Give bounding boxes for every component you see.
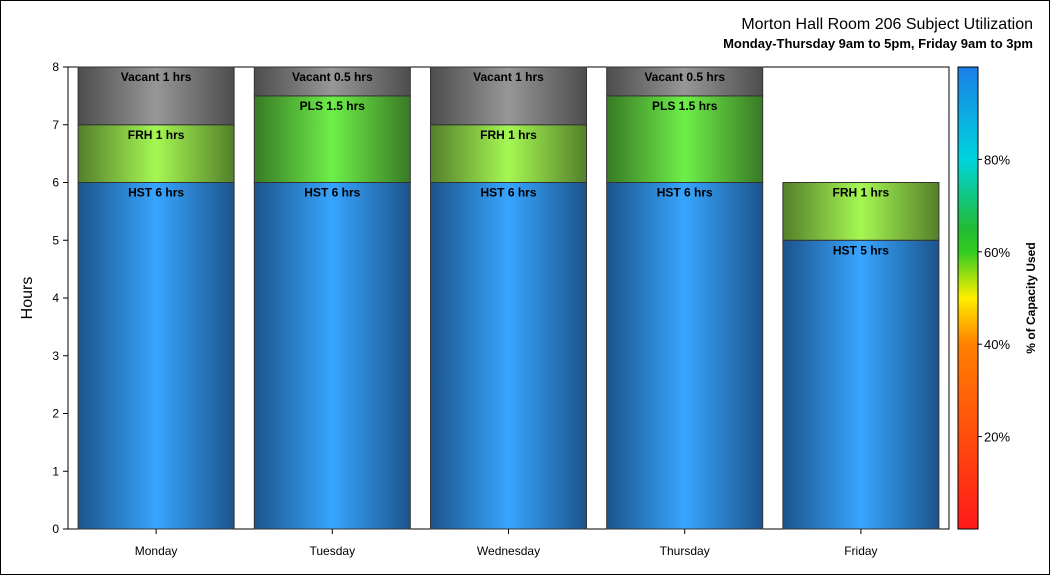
y-tick-label: 5 <box>52 233 59 247</box>
bar-segment-wednesday-hst <box>430 182 587 530</box>
y-axis-label: Hours <box>19 277 36 320</box>
segment-label: HST 5 hrs <box>833 243 889 257</box>
chart-subtitle: Monday-Thursday 9am to 5pm, Friday 9am t… <box>723 36 1033 51</box>
x-tick-label: Tuesday <box>310 544 356 558</box>
y-tick-label: 3 <box>52 349 59 363</box>
colorbar-gradient <box>957 66 979 530</box>
bar-segment-monday-vacant <box>77 66 235 126</box>
y-tick-label: 1 <box>52 464 59 478</box>
segment-label: Vacant 0.5 hrs <box>292 70 373 84</box>
segment-label: HST 6 hrs <box>480 186 536 200</box>
segment-label: PLS 1.5 hrs <box>300 99 366 113</box>
bar-segment-tuesday-pls <box>253 95 411 183</box>
x-tick-label: Friday <box>844 544 877 558</box>
segment-label: FRH 1 hrs <box>128 128 185 142</box>
colorbar: 20% 40% 60% 80% <box>957 66 1010 530</box>
segment-label: HST 6 hrs <box>304 186 360 200</box>
colorbar-tick-label: 20% <box>984 430 1010 445</box>
bar-segment-thursday-vacant <box>606 66 764 97</box>
bar-segment-wednesday-vacant <box>430 66 587 126</box>
segment-label: HST 6 hrs <box>128 186 184 200</box>
segment-label: Vacant 1 hrs <box>121 70 192 84</box>
colorbar-tick-label: 60% <box>984 245 1010 260</box>
y-tick-label: 7 <box>52 118 59 132</box>
x-tick-label: Wednesday <box>477 544 540 558</box>
bar-segment-tuesday-hst <box>253 182 411 530</box>
plot-area: 0 1 2 3 4 5 6 7 8 HST 6 hrs FRH 1 hrs Vacant 1 hrs M… <box>52 60 950 558</box>
colorbar-tick-label: 80% <box>984 152 1010 167</box>
segment-label: FRH 1 hrs <box>833 186 890 200</box>
bar-segment-monday-hst <box>77 182 235 530</box>
bar-segment-tuesday-vacant <box>253 66 411 97</box>
bar-segment-thursday-hst <box>606 182 764 530</box>
x-tick-label: Monday <box>135 544 178 558</box>
bar-segment-friday-hst <box>782 239 940 530</box>
y-tick-label: 2 <box>52 407 59 421</box>
chart-title: Morton Hall Room 206 Subject Utilization <box>741 16 1033 33</box>
y-tick-label: 8 <box>52 60 59 74</box>
bar-segment-monday-frh <box>77 124 235 183</box>
segment-label: PLS 1.5 hrs <box>652 99 718 113</box>
y-tick-label: 0 <box>52 522 59 536</box>
segment-label: Vacant 1 hrs <box>473 70 544 84</box>
bar-segment-thursday-pls <box>606 95 764 183</box>
segment-label: HST 6 hrs <box>657 186 713 200</box>
colorbar-label: % of Capacity Used <box>1024 242 1038 353</box>
segment-label: Vacant 0.5 hrs <box>644 70 725 84</box>
bar-segment-friday-frh <box>782 182 940 241</box>
colorbar-tick-label: 40% <box>984 337 1010 352</box>
segment-label: FRH 1 hrs <box>480 128 537 142</box>
y-tick-label: 6 <box>52 176 59 190</box>
x-tick-label: Thursday <box>660 544 710 558</box>
y-tick-label: 4 <box>52 291 59 305</box>
